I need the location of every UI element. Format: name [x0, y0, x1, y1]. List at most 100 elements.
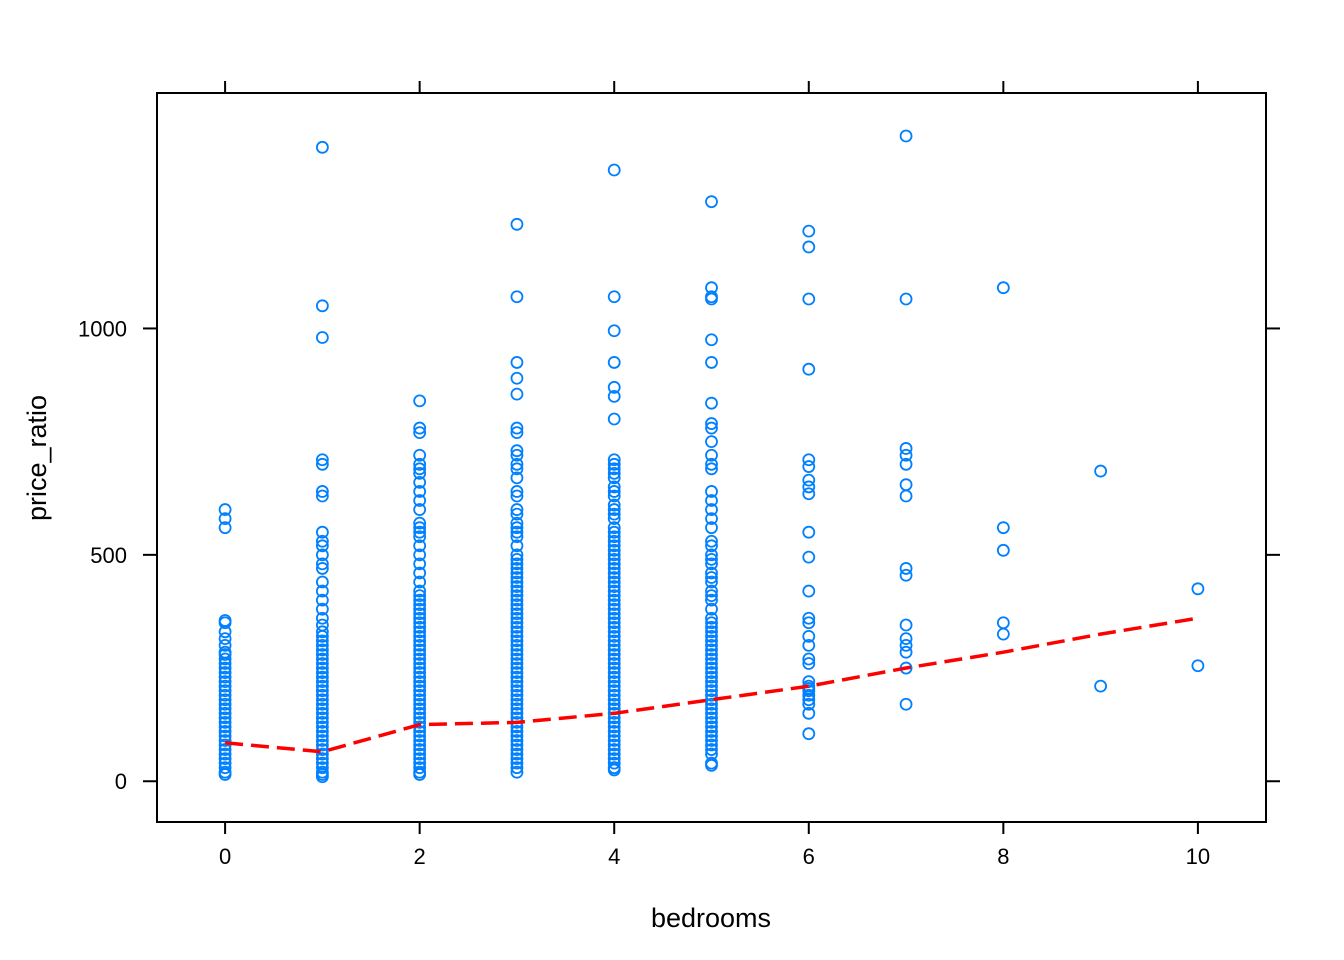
data-point — [315, 761, 329, 775]
data-point — [802, 693, 816, 707]
data-point — [510, 725, 524, 738]
data-point — [315, 634, 329, 648]
data-point — [218, 702, 232, 716]
data-point — [510, 426, 524, 439]
data-point — [607, 525, 621, 539]
data-point — [705, 688, 718, 702]
data-point — [510, 562, 524, 575]
data-point — [607, 539, 621, 553]
data-point — [315, 575, 329, 589]
data-point — [510, 489, 524, 503]
data-point — [607, 729, 621, 743]
trend-line-layer — [224, 616, 1199, 754]
data-point — [510, 738, 524, 752]
data-point — [607, 412, 621, 426]
data-point — [607, 643, 621, 657]
data-point — [510, 756, 524, 770]
data-point — [315, 625, 329, 639]
data-point — [413, 611, 427, 625]
data-point — [705, 485, 718, 498]
data-point — [705, 448, 718, 462]
data-point — [705, 503, 718, 516]
data-point — [899, 697, 913, 711]
data-point — [802, 616, 816, 630]
data-point — [413, 715, 427, 729]
data-point — [802, 684, 816, 698]
data-point — [705, 679, 718, 693]
data-point — [413, 620, 427, 634]
data-point — [315, 593, 329, 607]
data-point — [802, 657, 816, 670]
data-point — [705, 457, 718, 471]
data-point — [607, 571, 621, 584]
data-point — [510, 765, 524, 779]
data-point — [510, 684, 524, 698]
data-point — [413, 688, 427, 702]
data-point — [607, 471, 621, 485]
data-point — [607, 747, 621, 761]
x-tick-label: 4 — [608, 844, 620, 869]
data-point — [218, 720, 232, 734]
data-point — [607, 725, 621, 738]
data-point — [607, 575, 621, 589]
data-point — [705, 675, 718, 689]
data-point — [413, 643, 427, 657]
data-point — [802, 292, 816, 306]
data-point — [510, 448, 524, 462]
data-point — [315, 738, 329, 752]
data-point — [607, 489, 621, 503]
data-point — [413, 657, 427, 670]
data-point — [607, 485, 621, 498]
data-point — [705, 734, 718, 747]
data-point — [1094, 679, 1108, 693]
data-point — [510, 607, 524, 621]
data-point — [899, 292, 913, 306]
data-point — [218, 675, 232, 689]
data-point — [607, 620, 621, 634]
data-point — [607, 670, 621, 684]
x-axis-title: bedrooms — [651, 903, 771, 933]
data-point — [315, 639, 329, 652]
data-point — [705, 417, 718, 430]
data-point — [705, 657, 718, 670]
data-point — [705, 589, 718, 603]
data-point — [510, 589, 524, 603]
data-point — [705, 494, 718, 507]
data-point — [996, 521, 1010, 535]
data-point — [705, 333, 718, 347]
data-point — [607, 457, 621, 471]
data-point — [315, 675, 329, 689]
data-point — [607, 163, 621, 177]
data-point — [510, 371, 524, 385]
data-point — [510, 611, 524, 625]
data-point — [413, 503, 427, 516]
data-point — [607, 521, 621, 535]
data-point — [607, 557, 621, 571]
data-point — [218, 670, 232, 684]
data-point — [218, 661, 232, 675]
data-point — [705, 625, 718, 639]
data-point — [996, 616, 1010, 630]
data-point — [315, 657, 329, 670]
data-point — [899, 457, 913, 471]
data-point — [218, 711, 232, 725]
data-point — [510, 516, 524, 530]
data-point — [607, 611, 621, 625]
data-point — [802, 706, 816, 720]
data-point — [315, 584, 329, 598]
data-point — [413, 607, 427, 621]
data-point — [510, 557, 524, 571]
data-point — [413, 602, 427, 616]
data-point — [510, 657, 524, 670]
data-point — [607, 466, 621, 480]
data-point — [413, 666, 427, 679]
data-point — [510, 643, 524, 657]
data-point — [510, 679, 524, 693]
data-point — [315, 525, 329, 539]
data-point — [607, 648, 621, 661]
data-point — [315, 557, 329, 571]
x-tick-label: 2 — [414, 844, 426, 869]
data-point — [607, 616, 621, 630]
data-point — [413, 598, 427, 612]
data-point — [315, 534, 329, 548]
